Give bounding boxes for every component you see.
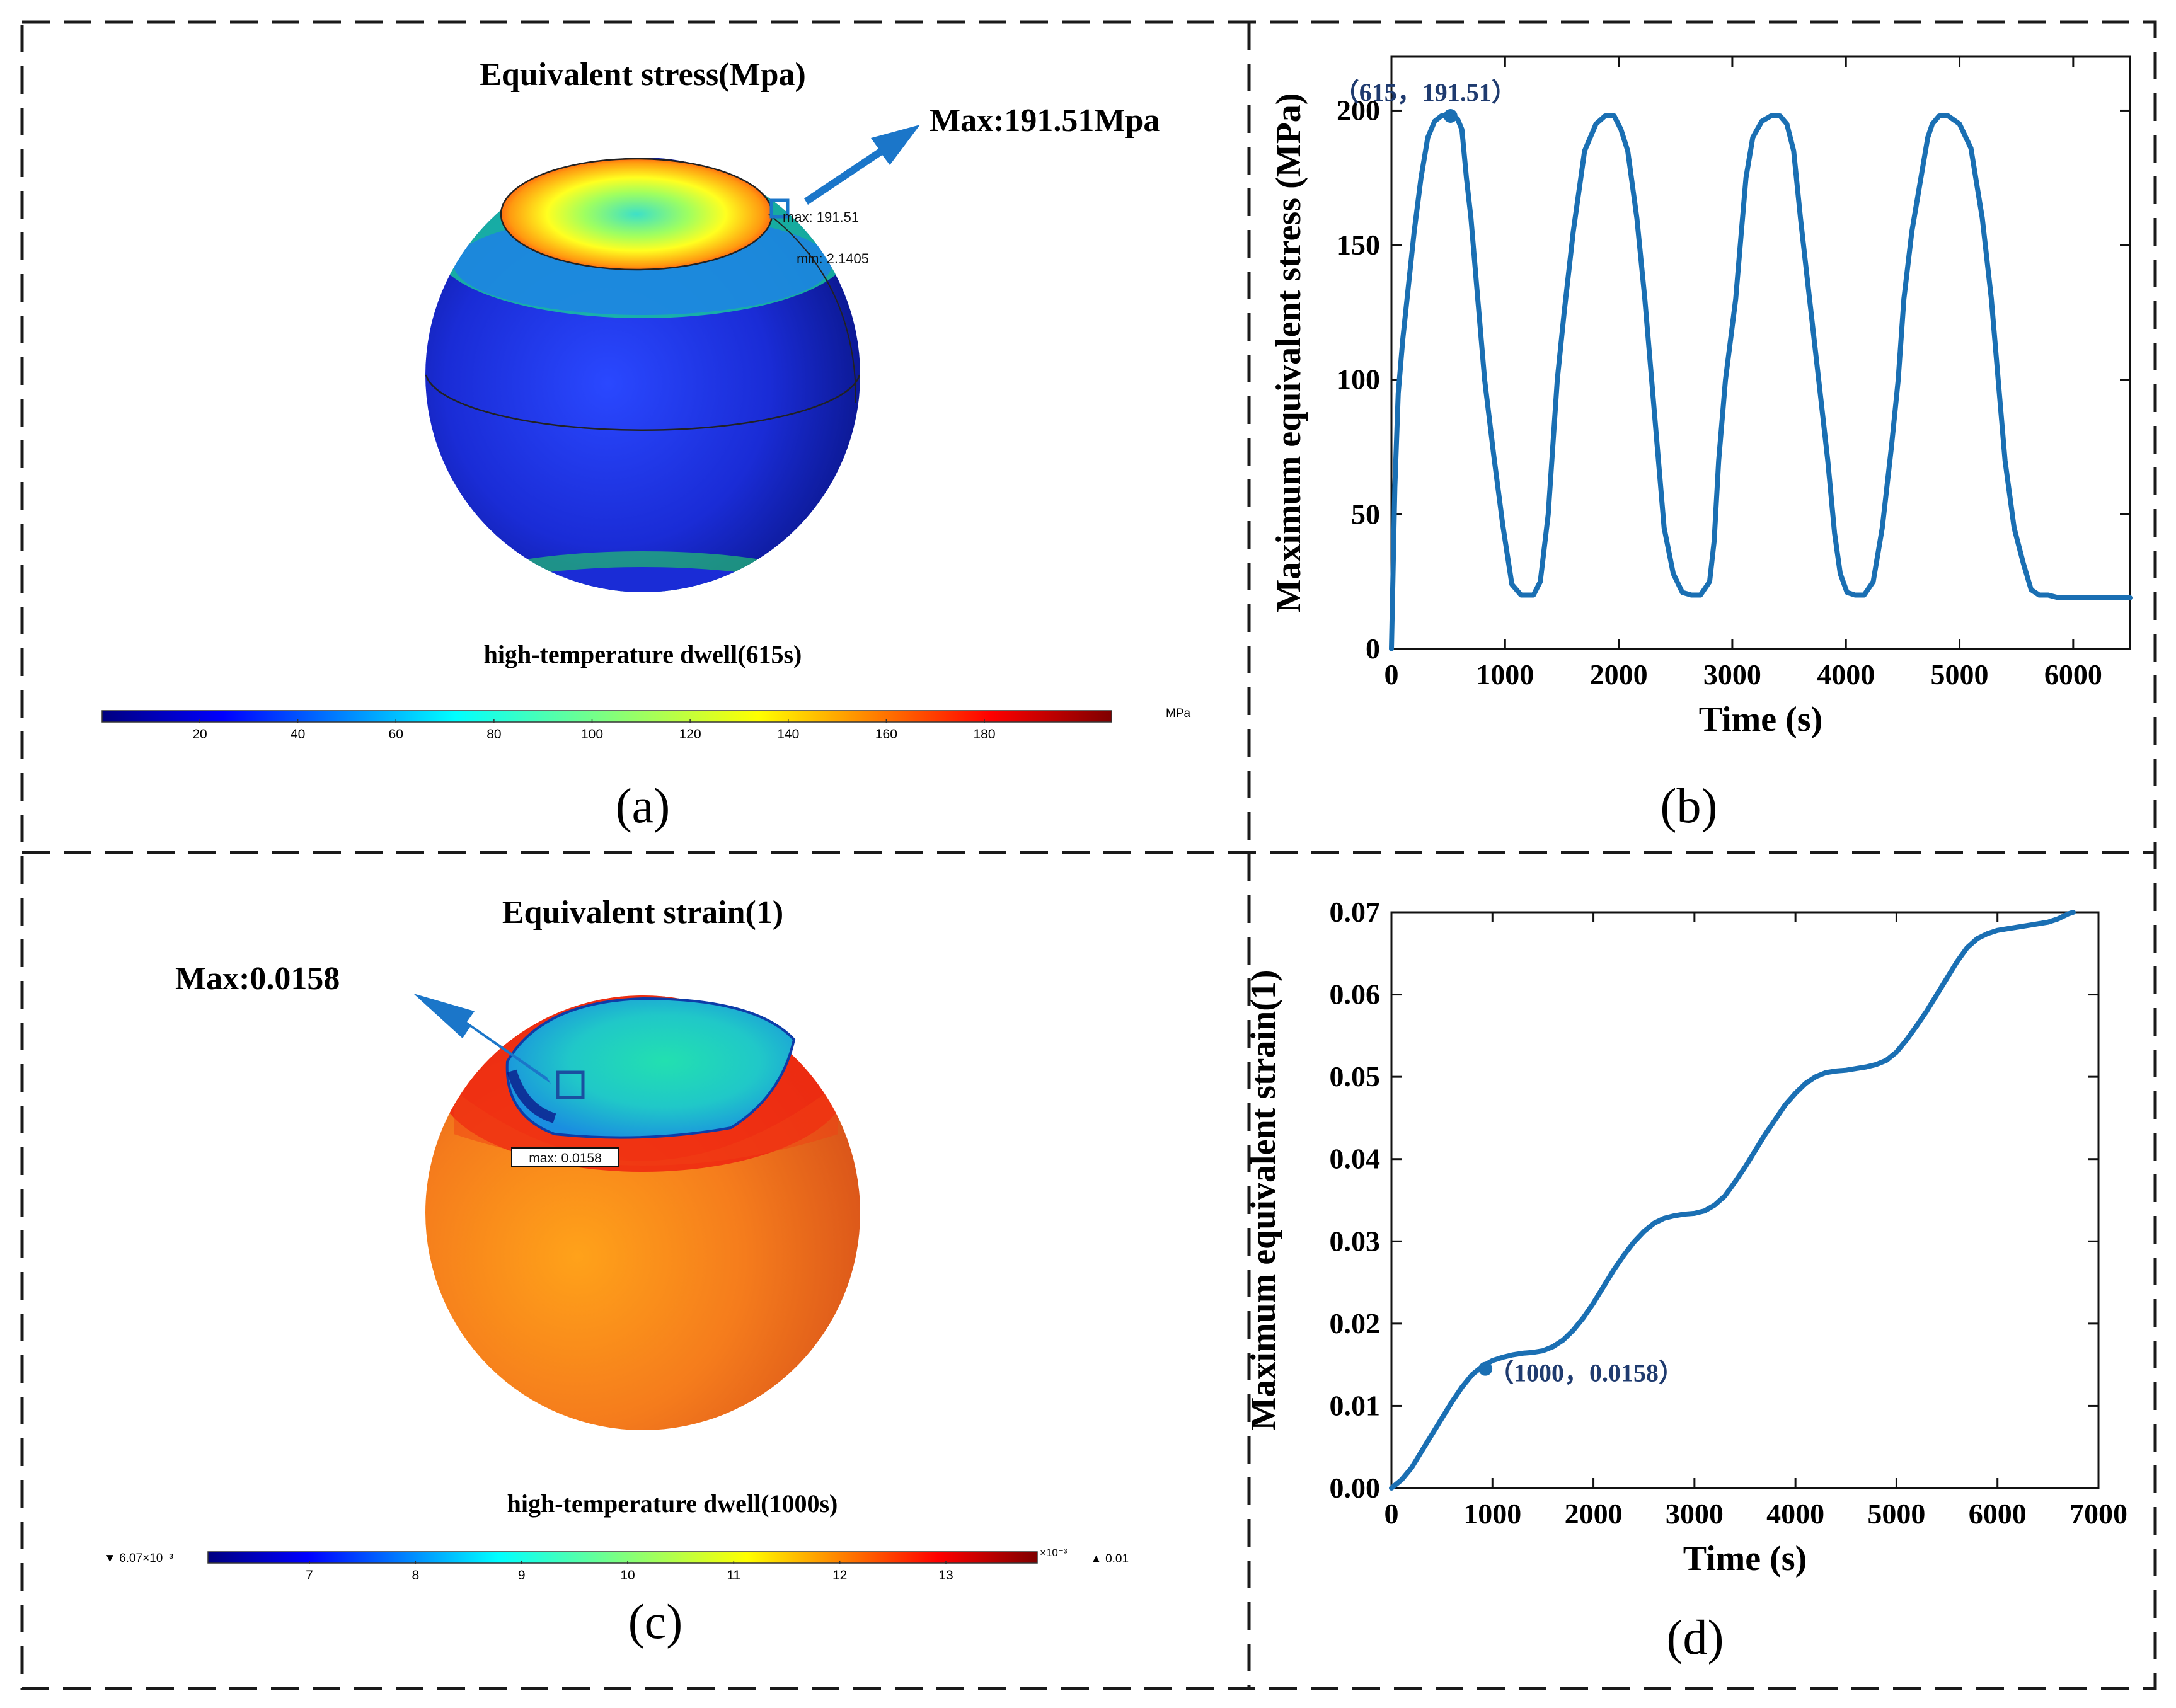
y-tick-label: 0.04 — [1330, 1143, 1381, 1175]
x-tick-label: 1000 — [1463, 1498, 1521, 1530]
y-axis-label: Maximum equivalent strain(1) — [1244, 970, 1283, 1430]
y-axis-label: Maximum equivalent stress (MPa) — [1269, 93, 1308, 613]
panel-a-label: (a) — [616, 778, 671, 833]
panel-a: Equivalent stress(Mpa) max: 191.51 min: … — [101, 57, 1191, 833]
series-line — [1389, 113, 2133, 651]
annotation-point — [1478, 1361, 1493, 1376]
colorbar-min: ▼ 6.07×10⁻³ — [104, 1552, 173, 1565]
stress-chart: 0 1000 2000 3000 4000 5000 6000 0 50 100 150 200 Tim… — [1269, 55, 2133, 739]
colorbar-tick-label: 12 — [832, 1568, 847, 1583]
panel-c-max-callout: Max:0.0158 — [175, 961, 340, 997]
y-tick-label: 0.05 — [1330, 1060, 1381, 1092]
y-tick-label: 0.06 — [1330, 978, 1381, 1011]
panel-frame — [20, 20, 2157, 1690]
panel-d-label: (d) — [1667, 1610, 1724, 1665]
colorbar-tick-label: 40 — [291, 727, 305, 742]
colorbar-tick-label: 100 — [581, 727, 603, 742]
strain-colorbar: 7 8 9 10 11 12 13 ▼ 6.07×10⁻³ ×10⁻³ ▲ 0.01 — [104, 1547, 1129, 1583]
colorbar-tick-label: 60 — [389, 727, 403, 742]
y-tick-label: 0 — [1366, 633, 1380, 665]
x-tick-label: 6000 — [1969, 1498, 2027, 1530]
panel-c-label: (c) — [628, 1594, 683, 1649]
stress-colorbar: 20 40 60 80 100 120 140 160 180 MPa — [101, 707, 1191, 742]
panel-c: Equivalent strain(1) max: 0.0158 Max:0.0… — [104, 895, 1129, 1649]
colorbar-unit: MPa — [1166, 707, 1191, 720]
colorbar-tick-label: 160 — [875, 727, 897, 742]
max-stress-marker — [769, 198, 790, 219]
plot-frame — [1390, 55, 2131, 650]
y-tick-label: 0.07 — [1330, 896, 1381, 928]
y-tick-label: 100 — [1337, 364, 1380, 396]
annotation-point — [1443, 109, 1458, 123]
strain-top-region — [505, 997, 796, 1139]
panel-c-title: Equivalent strain(1) — [502, 895, 783, 931]
colorbar-tick-label: 180 — [973, 727, 995, 742]
max-strain-arrow — [413, 994, 551, 1084]
x-tick-label: 3000 — [1703, 658, 1761, 691]
y-tick-label: 0.03 — [1330, 1225, 1381, 1257]
colorbar-scale: ×10⁻³ — [1040, 1547, 1068, 1559]
max-stress-arrow — [804, 125, 920, 205]
x-tick-label: 3000 — [1666, 1498, 1724, 1530]
colorbar-tick-label: 20 — [192, 727, 207, 742]
x-tick-label: 6000 — [2044, 658, 2102, 691]
panel-a-title: Equivalent stress(Mpa) — [480, 57, 806, 93]
x-tick-label: 7000 — [2070, 1498, 2127, 1530]
stress-hotspot-cap — [500, 158, 773, 271]
min-stress-tag: min: 2.1405 — [797, 251, 869, 267]
x-axis-label: Time (s) — [1683, 1539, 1807, 1578]
max-strain-tag: max: 0.0158 — [529, 1151, 602, 1166]
plot-frame — [1390, 911, 2100, 1489]
x-tick-label: 0 — [1384, 658, 1399, 691]
panel-b-label: (b) — [1661, 778, 1718, 833]
panel-a-max-callout: Max:191.51Mpa — [930, 103, 1160, 139]
x-tick-label: 2000 — [1590, 658, 1648, 691]
colorbar-tick-label: 120 — [679, 727, 701, 742]
colorbar-tick-label: 8 — [412, 1568, 419, 1583]
colorbar-tick-label: 140 — [777, 727, 799, 742]
stress-sphere: max: 191.51 min: 2.1405 — [425, 158, 869, 592]
x-tick-label: 0 — [1384, 1498, 1399, 1530]
strain-sphere: max: 0.0158 — [425, 995, 860, 1430]
colorbar-tick-label: 11 — [727, 1568, 740, 1583]
annotation-label: （615，191.51） — [1334, 78, 1517, 106]
x-axis-label: Time (s) — [1699, 700, 1823, 739]
y-tick-label: 0.00 — [1330, 1472, 1381, 1504]
x-tick-label: 2000 — [1565, 1498, 1623, 1530]
y-tick-label: 150 — [1337, 229, 1380, 261]
panel-a-subtitle: high-temperature dwell(615s) — [484, 640, 802, 668]
panel-b: 0 1000 2000 3000 4000 5000 6000 0 50 100 150 200 Tim… — [1269, 55, 2133, 833]
max-strain-marker — [556, 1070, 585, 1099]
y-tick-label: 50 — [1351, 498, 1380, 530]
colorbar-tick-label: 10 — [620, 1568, 635, 1583]
panel-c-subtitle: high-temperature dwell(1000s) — [507, 1489, 838, 1518]
x-tick-label: 4000 — [1766, 1498, 1824, 1530]
strain-chart: 0 1000 2000 3000 4000 5000 6000 7000 0.00 0.01 0.0… — [1244, 896, 2127, 1578]
colorbar-tick-label: 13 — [938, 1568, 953, 1583]
colorbar-tick-label: 7 — [306, 1568, 313, 1583]
colorbar-tick-label: 80 — [486, 727, 501, 742]
annotation-label: （1000，0.0158） — [1488, 1359, 1684, 1387]
max-stress-tag: max: 191.51 — [783, 209, 859, 225]
y-tick-label: 200 — [1337, 94, 1380, 126]
y-tick-label: 0.01 — [1330, 1389, 1381, 1421]
x-tick-label: 5000 — [1867, 1498, 1925, 1530]
y-tick-label: 0.02 — [1330, 1307, 1381, 1339]
x-tick-label: 1000 — [1476, 658, 1534, 691]
x-tick-label: 4000 — [1817, 658, 1875, 691]
colorbar-tick-label: 9 — [518, 1568, 526, 1583]
colorbar-max: ▲ 0.01 — [1090, 1552, 1129, 1566]
panel-d: 0 1000 2000 3000 4000 5000 6000 7000 0.00 0.01 0.0… — [1244, 896, 2127, 1665]
x-tick-label: 5000 — [1931, 658, 1989, 691]
series-line — [1389, 910, 2076, 1491]
